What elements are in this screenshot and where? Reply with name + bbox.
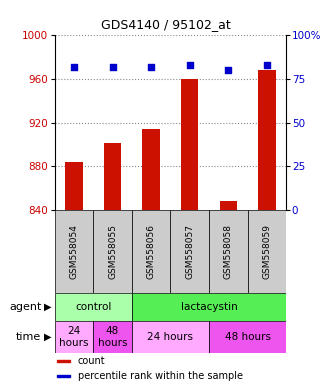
Bar [170, 210, 209, 293]
Text: GSM558057: GSM558057 [185, 224, 194, 279]
Bar [65, 162, 83, 210]
Bar [55, 321, 93, 353]
Point [187, 62, 192, 68]
Text: GSM558058: GSM558058 [224, 224, 233, 279]
Text: 48 hours: 48 hours [225, 332, 271, 342]
Bar [220, 201, 237, 210]
Text: 48
hours: 48 hours [98, 326, 127, 348]
Bar [258, 70, 276, 210]
Bar [93, 210, 132, 293]
Text: GSM558059: GSM558059 [262, 224, 271, 279]
Text: GSM558055: GSM558055 [108, 224, 117, 279]
Text: control: control [75, 301, 112, 312]
Text: lactacystin: lactacystin [181, 301, 237, 312]
Bar [132, 293, 286, 321]
Point [226, 67, 231, 73]
Text: GSM558056: GSM558056 [147, 224, 156, 279]
Text: GDS4140 / 95102_at: GDS4140 / 95102_at [101, 18, 230, 31]
Bar [55, 293, 132, 321]
Text: percentile rank within the sample: percentile rank within the sample [78, 371, 243, 381]
Text: count: count [78, 356, 105, 366]
Text: agent: agent [9, 301, 41, 312]
Bar [93, 321, 132, 353]
Bar [132, 210, 170, 293]
Text: 24 hours: 24 hours [148, 332, 193, 342]
Bar [132, 321, 209, 353]
Text: ▶: ▶ [44, 332, 51, 342]
Bar [57, 360, 70, 362]
Bar [209, 321, 286, 353]
Bar [55, 210, 93, 293]
Point [110, 64, 115, 70]
Bar [181, 79, 199, 210]
Bar [142, 129, 160, 210]
Point [71, 64, 76, 70]
Point [264, 62, 270, 68]
Text: GSM558054: GSM558054 [70, 224, 78, 279]
Text: time: time [16, 332, 41, 342]
Bar [57, 375, 70, 377]
Text: ▶: ▶ [44, 301, 51, 312]
Bar [248, 210, 286, 293]
Bar [104, 144, 121, 210]
Point [149, 64, 154, 70]
Text: 24
hours: 24 hours [59, 326, 89, 348]
Bar [209, 210, 248, 293]
